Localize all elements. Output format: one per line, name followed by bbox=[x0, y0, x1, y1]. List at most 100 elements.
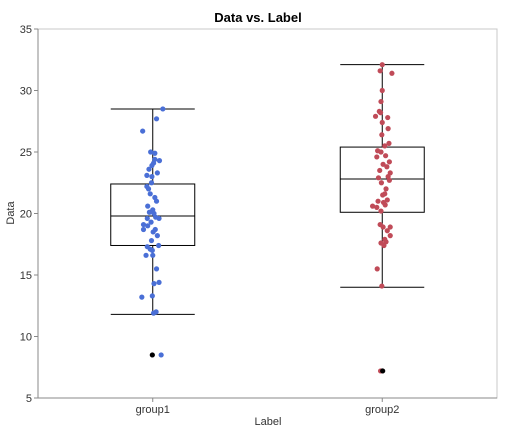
data-point bbox=[160, 106, 166, 112]
outlier-point bbox=[380, 368, 386, 374]
plot-area-border bbox=[37, 28, 498, 399]
data-point bbox=[374, 266, 380, 272]
data-point bbox=[379, 283, 385, 289]
data-point bbox=[384, 164, 390, 170]
y-tick-label: 5 bbox=[26, 393, 32, 405]
data-point bbox=[384, 228, 390, 234]
y-tick-label: 15 bbox=[20, 270, 32, 282]
data-point bbox=[386, 140, 392, 146]
points-group1 bbox=[139, 106, 166, 358]
data-point bbox=[144, 215, 150, 222]
data-point bbox=[380, 224, 386, 230]
points-layer bbox=[139, 62, 395, 374]
data-point bbox=[387, 224, 393, 230]
data-point bbox=[140, 128, 146, 134]
data-point bbox=[145, 223, 151, 229]
data-point bbox=[153, 309, 159, 315]
y-axis: 5 10 15 20 25 30 35 bbox=[20, 24, 39, 405]
chart-title: Data vs. Label bbox=[214, 10, 301, 25]
data-point bbox=[153, 266, 160, 272]
data-point bbox=[149, 162, 155, 169]
x-tick-label-group2: group2 bbox=[365, 404, 399, 416]
y-tick-label: 25 bbox=[20, 147, 32, 159]
x-tick-label-group1: group1 bbox=[136, 404, 170, 416]
data-point bbox=[145, 203, 151, 209]
data-point bbox=[377, 167, 383, 174]
data-point bbox=[385, 126, 391, 132]
data-point bbox=[150, 252, 156, 258]
data-point bbox=[386, 159, 392, 165]
data-point bbox=[369, 203, 376, 209]
data-point bbox=[149, 174, 155, 180]
data-point bbox=[378, 180, 385, 186]
data-point bbox=[148, 219, 154, 225]
y-tick-label: 30 bbox=[20, 86, 32, 98]
data-point bbox=[153, 198, 160, 204]
data-point bbox=[149, 247, 155, 253]
data-point bbox=[151, 281, 157, 287]
data-point bbox=[148, 149, 154, 155]
y-tick-label: 35 bbox=[20, 24, 32, 36]
data-point bbox=[384, 197, 390, 203]
data-point bbox=[379, 87, 385, 94]
data-point bbox=[382, 143, 388, 149]
data-point bbox=[152, 156, 158, 162]
box-group1 bbox=[110, 108, 196, 315]
data-point bbox=[140, 226, 147, 233]
box-group-layer bbox=[110, 64, 425, 315]
data-point bbox=[379, 132, 385, 138]
data-point bbox=[375, 198, 381, 204]
plot-frame bbox=[37, 28, 498, 399]
data-point bbox=[378, 149, 384, 155]
data-point bbox=[383, 186, 389, 192]
data-point bbox=[154, 170, 160, 176]
data-point bbox=[147, 191, 153, 197]
points-group2 bbox=[369, 62, 395, 374]
data-point bbox=[381, 242, 387, 249]
data-point bbox=[382, 202, 388, 208]
y-tick-label: 10 bbox=[20, 332, 32, 344]
data-point bbox=[153, 116, 160, 122]
data-point bbox=[389, 70, 395, 76]
data-point bbox=[144, 172, 150, 178]
data-point bbox=[156, 215, 162, 222]
data-point bbox=[140, 221, 147, 228]
data-point bbox=[143, 252, 149, 258]
y-axis-label: Data bbox=[5, 201, 17, 225]
data-point bbox=[387, 233, 393, 239]
data-point bbox=[380, 192, 386, 198]
y-tick-label: 20 bbox=[20, 209, 32, 221]
data-point bbox=[375, 175, 382, 181]
data-point bbox=[148, 180, 155, 186]
data-point bbox=[145, 186, 152, 192]
data-point bbox=[385, 114, 391, 121]
data-point bbox=[374, 204, 380, 210]
outlier-point bbox=[149, 352, 155, 358]
data-point bbox=[377, 110, 384, 116]
data-point bbox=[149, 293, 155, 299]
data-point bbox=[139, 294, 145, 300]
data-point bbox=[386, 177, 392, 183]
data-point bbox=[146, 209, 152, 215]
data-point bbox=[158, 352, 164, 358]
data-point bbox=[379, 119, 385, 126]
data-point bbox=[148, 237, 155, 244]
data-point bbox=[378, 208, 384, 214]
data-point bbox=[156, 279, 162, 285]
data-point bbox=[146, 166, 152, 172]
data-point bbox=[152, 150, 158, 156]
x-axis: group1 group2 bbox=[38, 397, 497, 416]
data-point bbox=[156, 158, 163, 164]
data-point bbox=[383, 153, 389, 159]
box-group2 bbox=[339, 64, 425, 288]
data-point bbox=[150, 229, 156, 235]
data-point bbox=[377, 68, 383, 74]
data-point bbox=[372, 113, 379, 119]
data-point bbox=[374, 154, 380, 160]
data-point bbox=[379, 62, 385, 68]
x-axis-label: Label bbox=[255, 416, 282, 428]
data-point bbox=[154, 233, 160, 239]
data-point bbox=[378, 98, 384, 105]
data-point bbox=[380, 161, 386, 167]
